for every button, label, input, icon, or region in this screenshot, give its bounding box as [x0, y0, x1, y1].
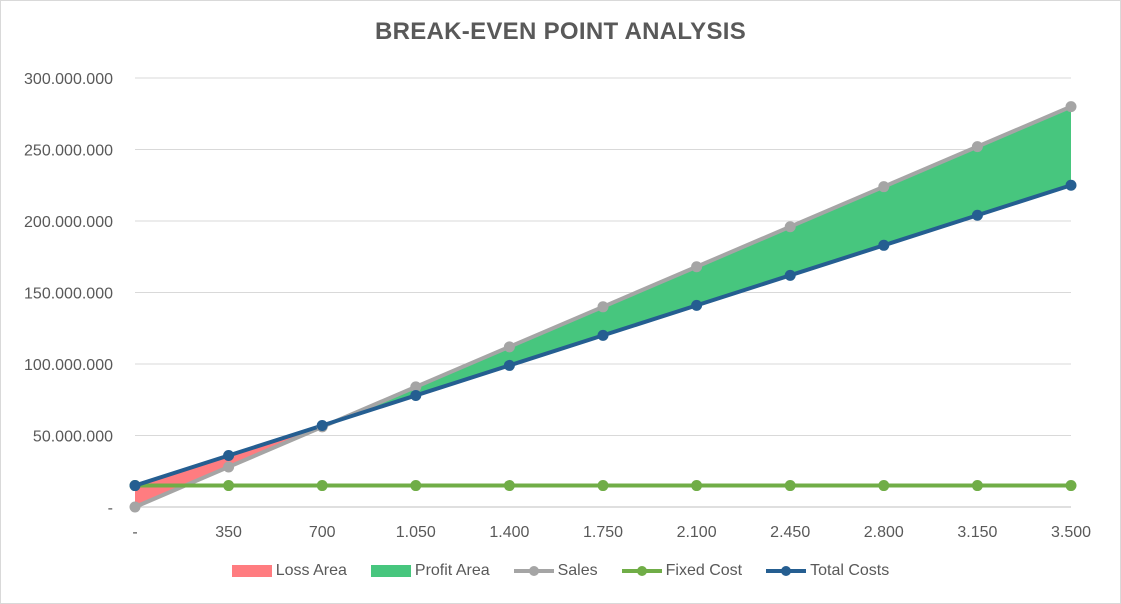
- y-tick-label: 250.000.000: [24, 143, 113, 160]
- total-costs-swatch: [766, 565, 807, 577]
- data-point-sales: [223, 461, 235, 473]
- data-point-fixed-cost: [410, 480, 422, 492]
- data-point-fixed-cost: [597, 480, 609, 492]
- x-tick-label: 1.750: [583, 524, 623, 541]
- data-point-sales: [129, 501, 141, 513]
- x-tick-label: 2.450: [770, 524, 810, 541]
- profit-area-swatch: [370, 565, 411, 577]
- legend-item-total-costs: Total Costs: [766, 562, 889, 580]
- data-point-fixed-cost: [878, 480, 890, 492]
- data-point-total-costs: [784, 269, 796, 281]
- legend-label: Sales: [557, 562, 598, 579]
- data-point-fixed-cost: [223, 480, 235, 492]
- y-tick-label: 150.000.000: [24, 286, 113, 303]
- data-point-fixed-cost: [691, 480, 703, 492]
- x-tick-label: 3.150: [957, 524, 997, 541]
- legend-label: Loss Area: [275, 562, 347, 579]
- y-tick-label: 100.000.000: [24, 357, 113, 374]
- x-axis-labels: - 350 700 1.050 1.400 1.750 2.100 2.450 2.800 3.1…: [132, 524, 1091, 541]
- data-point-sales: [410, 381, 422, 393]
- data-point-sales: [597, 301, 609, 313]
- legend-label: Fixed Cost: [665, 562, 743, 579]
- legend: Loss Area Profit Area Sales Fixed Cost T…: [0, 562, 1121, 580]
- legend-item-loss-area: Loss Area: [231, 562, 347, 580]
- data-point-total-costs: [878, 239, 890, 251]
- legend-item-profit-area: Profit Area: [370, 562, 490, 580]
- x-tick-label: 2.800: [864, 524, 904, 541]
- data-point-fixed-cost: [316, 480, 328, 492]
- x-tick-label: 2.100: [677, 524, 717, 541]
- x-tick-label: 350: [215, 524, 242, 541]
- data-point-total-costs: [410, 389, 422, 401]
- x-tick-label: 1.050: [396, 524, 436, 541]
- legend-label: Profit Area: [414, 562, 490, 579]
- data-point-total-costs: [223, 450, 235, 462]
- y-axis-labels: - 50.000.000 100.000.000 150.000.000 200.000…: [24, 71, 113, 517]
- y-tick-label: -: [108, 500, 113, 517]
- x-tick-label: 3.500: [1051, 524, 1091, 541]
- data-point-fixed-cost: [1065, 480, 1077, 492]
- x-tick-label: -: [132, 524, 137, 541]
- data-point-sales: [784, 221, 796, 233]
- data-point-sales: [503, 341, 515, 353]
- y-tick-label: 50.000.000: [33, 429, 113, 446]
- data-point-sales: [971, 141, 983, 153]
- y-tick-label: 200.000.000: [24, 214, 113, 231]
- data-point-sales: [691, 261, 703, 273]
- legend-label: Total Costs: [810, 562, 890, 579]
- data-point-total-costs: [129, 480, 141, 492]
- y-tick-label: 300.000.000: [24, 71, 113, 88]
- series-markers: [129, 101, 1077, 513]
- data-point-total-costs: [597, 329, 609, 341]
- x-tick-label: 1.400: [489, 524, 529, 541]
- legend-item-fixed-cost: Fixed Cost: [621, 562, 743, 580]
- data-point-total-costs: [1065, 179, 1077, 191]
- data-point-sales: [878, 181, 890, 193]
- chart-title: BREAK-EVEN POINT ANALYSIS: [374, 18, 747, 45]
- x-tick-label: 700: [309, 524, 336, 541]
- fixed-cost-swatch: [621, 565, 662, 577]
- data-point-total-costs: [503, 359, 515, 371]
- data-point-total-costs: [316, 419, 328, 431]
- legend-item-sales: Sales: [513, 562, 598, 580]
- loss-area-swatch: [231, 565, 272, 577]
- data-point-fixed-cost: [971, 480, 983, 492]
- data-point-total-costs: [971, 209, 983, 221]
- sales-swatch: [513, 565, 554, 577]
- data-point-sales: [1065, 101, 1077, 113]
- data-point-fixed-cost: [503, 480, 515, 492]
- data-point-fixed-cost: [784, 480, 796, 492]
- data-point-total-costs: [691, 299, 703, 311]
